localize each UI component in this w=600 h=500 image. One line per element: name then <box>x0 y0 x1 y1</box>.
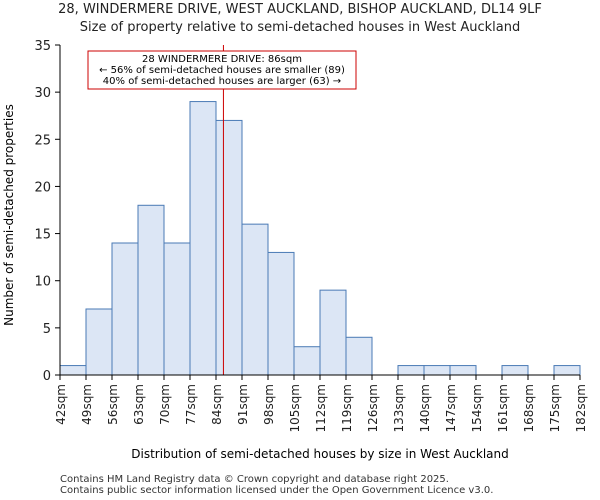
y-tick-label: 35 <box>34 39 51 54</box>
x-tick-label: 147sqm <box>444 384 458 432</box>
bar-112sqm <box>319 289 347 376</box>
annotation-line-1: 28 WINDERMERE DRIVE: 86sqm <box>142 54 302 65</box>
x-tick-label: 63sqm <box>132 384 146 425</box>
bar-105sqm <box>293 346 321 376</box>
x-tick-label: 154sqm <box>470 384 484 432</box>
bar-147sqm <box>449 365 477 376</box>
x-tick-label: 98sqm <box>262 384 276 425</box>
x-tick-label: 70sqm <box>158 384 172 425</box>
y-tick-label: 15 <box>34 228 51 243</box>
footer-licence: Contains public sector information licen… <box>60 485 494 496</box>
annotation-line-3: 40% of semi-detached houses are larger (… <box>103 76 341 87</box>
x-axis-label: Distribution of semi-detached houses by … <box>131 447 508 461</box>
x-tick-label: 168sqm <box>522 384 536 432</box>
annotation-box: 28 WINDERMERE DRIVE: 86sqm ← 56% of semi… <box>87 50 357 90</box>
bar-175sqm <box>553 365 581 376</box>
x-tick-label: 77sqm <box>184 384 198 425</box>
x-tick-label: 91sqm <box>236 384 250 425</box>
x-tick-label: 161sqm <box>496 384 510 432</box>
bars <box>59 101 581 376</box>
bar-77sqm <box>189 101 217 376</box>
bar-63sqm <box>137 204 165 376</box>
bar-56sqm <box>111 242 139 376</box>
x-tick-label: 105sqm <box>288 384 302 432</box>
x-tick-label: 84sqm <box>210 384 224 425</box>
y-axis-label: Number of semi-detached properties <box>2 104 16 326</box>
y-axis-ticks: 0 5 10 15 20 25 30 35 <box>34 39 60 384</box>
y-tick-label: 5 <box>43 322 51 337</box>
y-tick-label: 20 <box>34 180 51 195</box>
bar-98sqm <box>267 251 295 376</box>
x-tick-label: 56sqm <box>106 384 120 425</box>
chart-title: 28, WINDERMERE DRIVE, WEST AUCKLAND, BIS… <box>58 2 542 17</box>
x-tick-label: 133sqm <box>392 384 406 432</box>
annotation-line-2: ← 56% of semi-detached houses are smalle… <box>99 65 345 76</box>
axes <box>59 45 580 376</box>
x-tick-label: 49sqm <box>80 384 94 425</box>
bar-42sqm <box>59 365 87 376</box>
footer-copyright: Contains HM Land Registry data © Crown c… <box>60 474 449 485</box>
chart-subtitle: Size of property relative to semi-detach… <box>79 20 521 35</box>
x-tick-label: 119sqm <box>340 384 354 432</box>
x-tick-label: 126sqm <box>366 384 380 432</box>
x-tick-label: 175sqm <box>548 384 562 432</box>
bar-49sqm <box>85 308 113 376</box>
x-tick-label: 42sqm <box>54 384 68 425</box>
y-tick-label: 0 <box>43 369 51 384</box>
bar-133sqm <box>397 365 425 376</box>
bar-84sqm <box>215 119 243 376</box>
bar-70sqm <box>163 242 191 376</box>
y-tick-label: 25 <box>34 133 51 148</box>
x-tick-label: 140sqm <box>418 384 432 432</box>
y-tick-label: 10 <box>34 275 51 290</box>
bar-161sqm <box>501 365 529 376</box>
bar-119sqm <box>345 336 373 376</box>
bar-91sqm <box>241 223 269 376</box>
x-tick-label: 112sqm <box>314 384 328 432</box>
bar-140sqm <box>423 365 451 376</box>
y-tick-label: 30 <box>34 86 51 101</box>
x-axis-ticks: 42sqm 49sqm 56sqm 63sqm 70sqm 77sqm 84sqm 91sqm… <box>54 375 588 432</box>
x-tick-label: 182sqm <box>574 384 588 432</box>
